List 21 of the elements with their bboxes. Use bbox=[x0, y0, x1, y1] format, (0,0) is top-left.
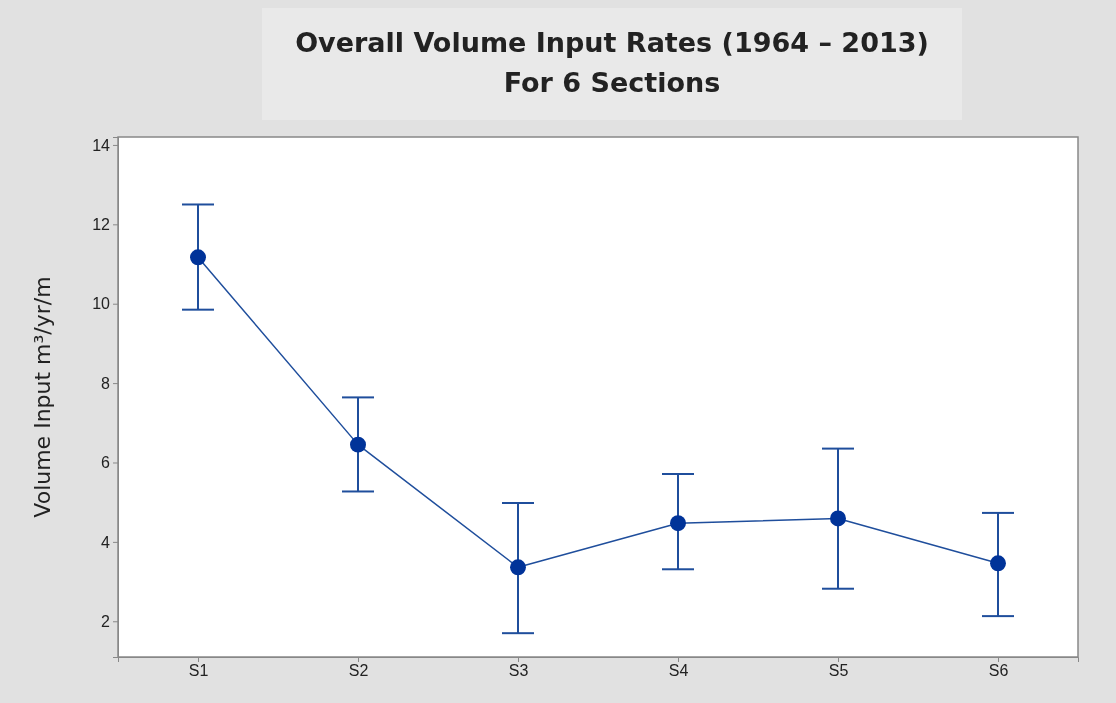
y-tick-label: 10 bbox=[92, 295, 111, 313]
y-axis-title: Volume Input m³/yr/m bbox=[30, 276, 55, 518]
point bbox=[670, 515, 686, 532]
point bbox=[510, 559, 526, 576]
y-tick-label: 2 bbox=[101, 612, 111, 630]
y-tick-label: 8 bbox=[101, 374, 111, 392]
y-tick-label: 14 bbox=[92, 136, 111, 154]
x-tick-label: S2 bbox=[348, 662, 369, 680]
y-tick-label: 12 bbox=[92, 215, 111, 233]
point bbox=[990, 555, 1006, 572]
x-tick-label: S1 bbox=[188, 662, 209, 680]
point bbox=[190, 249, 206, 266]
y-tick-label: 6 bbox=[101, 454, 111, 472]
x-tick-label: S3 bbox=[508, 662, 529, 680]
chart-title: Overall Volume Input Rates (1964 – 2013) For 6 Sections bbox=[295, 27, 929, 98]
point bbox=[350, 436, 366, 453]
x-tick-label: S6 bbox=[988, 662, 1009, 680]
y-tick-label: 4 bbox=[101, 533, 111, 551]
x-tick-label: S5 bbox=[828, 662, 849, 680]
point bbox=[830, 510, 846, 527]
x-tick-label: S4 bbox=[668, 662, 689, 680]
